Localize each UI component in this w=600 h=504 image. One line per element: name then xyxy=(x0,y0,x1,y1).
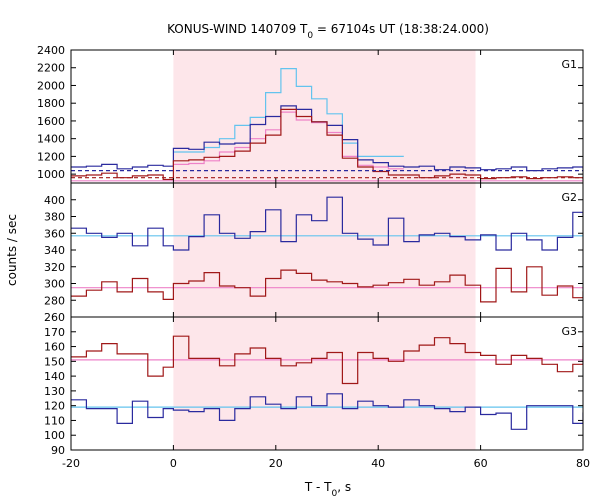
x-tick-label: 40 xyxy=(371,457,385,470)
y-tick-label: 110 xyxy=(44,414,65,427)
panel-g1-series xyxy=(71,68,583,182)
y-tick-label: 320 xyxy=(44,261,65,274)
y-tick-label: 400 xyxy=(44,194,65,207)
y-tick-label: 380 xyxy=(44,211,65,224)
panel-label: G2 xyxy=(561,191,577,204)
y-tick-label: 2000 xyxy=(37,79,65,92)
x-tick-label: 0 xyxy=(170,457,177,470)
panel-label: G1 xyxy=(561,58,577,71)
y-tick-label: 1000 xyxy=(37,168,65,181)
series-g1-red-step-3 xyxy=(71,108,583,181)
panel-g3-series xyxy=(71,335,583,430)
series-layer xyxy=(71,68,583,430)
y-tick-label: 360 xyxy=(44,227,65,240)
y-tick-label: 90 xyxy=(51,444,65,457)
shade-layer xyxy=(173,50,476,450)
chart-title: KONUS-WIND 140709 T0 = 67104s UT (18:38:… xyxy=(167,22,489,41)
series-g2-blue-step-2 xyxy=(71,196,583,251)
y-tick-label: 140 xyxy=(44,370,65,383)
y-tick-label: 300 xyxy=(44,278,65,291)
y-tick-label: 170 xyxy=(44,326,65,339)
x-tick-label: -20 xyxy=(62,457,80,470)
y-tick-label: 260 xyxy=(44,311,65,324)
series-g2-red-step-3 xyxy=(71,266,583,303)
y-tick-label: 100 xyxy=(44,429,65,442)
x-axis-label: T - T0, s xyxy=(304,480,351,499)
y-tick-label: 280 xyxy=(44,294,65,307)
series-g1-pink-step-1 xyxy=(173,111,404,170)
y-tick-label: 1600 xyxy=(37,115,65,128)
y-tick-label: 2400 xyxy=(37,44,65,57)
x-tick-label: 60 xyxy=(474,457,488,470)
panel-g2-series xyxy=(71,196,583,303)
x-tick-label: 80 xyxy=(576,457,590,470)
y-tick-label: 2200 xyxy=(37,62,65,75)
y-tick-label: 340 xyxy=(44,244,65,257)
shaded-interval xyxy=(173,50,476,450)
tick-layer: 10001200140016001800200022002400G1260280… xyxy=(37,44,590,470)
series-g3-blue-step-3 xyxy=(71,393,583,430)
y-tick-label: 120 xyxy=(44,400,65,413)
y-tick-label: 160 xyxy=(44,341,65,354)
x-tick-label: 20 xyxy=(269,457,283,470)
panel-frame xyxy=(70,316,584,451)
y-tick-label: 1200 xyxy=(37,150,65,163)
series-g1-blue-step-2 xyxy=(71,105,583,172)
y-tick-label: 150 xyxy=(44,355,65,368)
panel-label: G3 xyxy=(561,325,577,338)
y-tick-label: 1800 xyxy=(37,97,65,110)
y-tick-label: 130 xyxy=(44,385,65,398)
y-axis-label: counts / sec xyxy=(5,214,19,286)
series-g3-red-step-2 xyxy=(71,335,583,385)
y-tick-label: 1400 xyxy=(37,133,65,146)
